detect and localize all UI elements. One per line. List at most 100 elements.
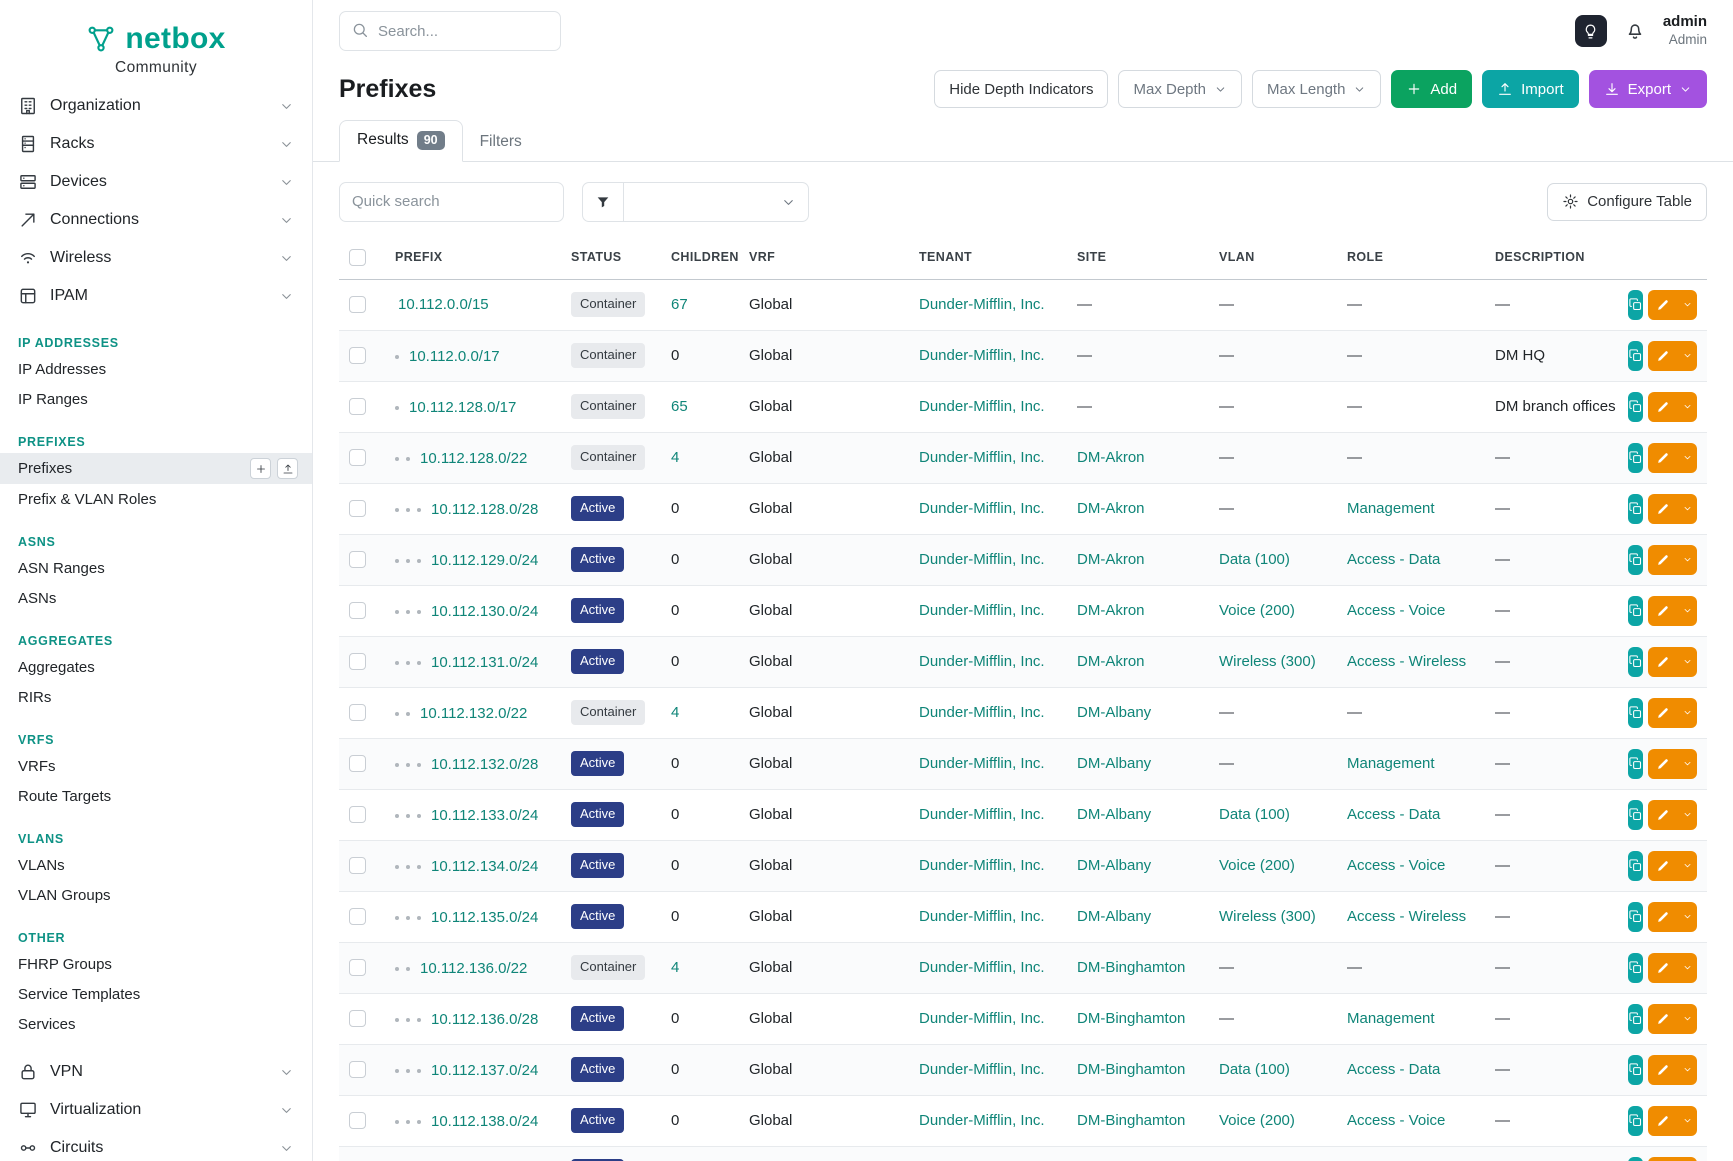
vlan-link[interactable]: Voice (200): [1219, 857, 1295, 874]
tenant-link[interactable]: Dunder-Mifflin, Inc.: [919, 602, 1045, 619]
row-checkbox[interactable]: [349, 500, 366, 517]
sidebar-item-connections[interactable]: Connections: [0, 201, 312, 239]
column-header-role[interactable]: ROLE: [1337, 235, 1485, 280]
edit-dropdown-button[interactable]: [1678, 391, 1697, 422]
edit-button[interactable]: [1648, 697, 1678, 728]
copy-button[interactable]: [1628, 1156, 1643, 1161]
tenant-link[interactable]: Dunder-Mifflin, Inc.: [919, 449, 1045, 466]
row-checkbox[interactable]: [349, 1010, 366, 1027]
tenant-link[interactable]: Dunder-Mifflin, Inc.: [919, 551, 1045, 568]
sidebar-item-services[interactable]: Services: [0, 1009, 312, 1039]
copy-button[interactable]: [1628, 391, 1643, 422]
prefix-link[interactable]: 10.112.137.0/24: [431, 1062, 539, 1080]
prefix-link[interactable]: 10.112.133.0/24: [431, 807, 539, 825]
site-link[interactable]: DM-Binghamton: [1077, 1010, 1186, 1027]
children-count-link[interactable]: 4: [671, 704, 680, 721]
role-link[interactable]: Access - Wireless: [1347, 653, 1467, 670]
children-count-link[interactable]: 4: [671, 959, 680, 976]
row-checkbox[interactable]: [349, 704, 366, 721]
vlan-link[interactable]: Wireless (300): [1219, 653, 1316, 670]
quick-import-button[interactable]: [277, 458, 298, 479]
children-count-link[interactable]: 65: [671, 398, 688, 415]
tenant-link[interactable]: Dunder-Mifflin, Inc.: [919, 500, 1045, 517]
edit-dropdown-button[interactable]: [1678, 442, 1697, 473]
sidebar-item-rirs[interactable]: RIRs: [0, 682, 312, 712]
edit-dropdown-button[interactable]: [1678, 901, 1697, 932]
notifications-button[interactable]: [1624, 20, 1646, 42]
edit-button[interactable]: [1648, 391, 1678, 422]
sidebar-item-devices[interactable]: Devices: [0, 163, 312, 201]
copy-button[interactable]: [1628, 289, 1643, 320]
prefix-link[interactable]: 10.112.128.0/22: [420, 450, 528, 468]
tenant-link[interactable]: Dunder-Mifflin, Inc.: [919, 755, 1045, 772]
sidebar-item-circuits[interactable]: Circuits: [0, 1129, 312, 1161]
copy-button[interactable]: [1628, 850, 1643, 881]
tenant-link[interactable]: Dunder-Mifflin, Inc.: [919, 857, 1045, 874]
edit-button[interactable]: [1648, 646, 1678, 677]
edit-dropdown-button[interactable]: [1678, 493, 1697, 524]
sidebar-item-ip-ranges[interactable]: IP Ranges: [0, 384, 312, 414]
sidebar-item-asns[interactable]: ASNs: [0, 583, 312, 613]
column-header-children[interactable]: CHILDREN: [661, 235, 739, 280]
edit-button[interactable]: [1648, 442, 1678, 473]
export-button[interactable]: Export: [1588, 70, 1707, 108]
copy-button[interactable]: [1628, 1054, 1643, 1085]
tenant-link[interactable]: Dunder-Mifflin, Inc.: [919, 347, 1045, 364]
edit-button[interactable]: [1648, 952, 1678, 983]
max-depth-dropdown[interactable]: Max Depth: [1118, 70, 1243, 108]
role-link[interactable]: Access - Wireless: [1347, 908, 1467, 925]
copy-button[interactable]: [1628, 1003, 1643, 1034]
prefix-link[interactable]: 10.112.0.0/15: [398, 296, 489, 313]
sidebar-item-virtualization[interactable]: Virtualization: [0, 1091, 312, 1129]
role-link[interactable]: Access - Data: [1347, 806, 1441, 823]
sidebar-item-route-targets[interactable]: Route Targets: [0, 781, 312, 811]
edit-dropdown-button[interactable]: [1678, 697, 1697, 728]
role-link[interactable]: Access - Data: [1347, 551, 1441, 568]
copy-button[interactable]: [1628, 1105, 1643, 1136]
tenant-link[interactable]: Dunder-Mifflin, Inc.: [919, 1010, 1045, 1027]
edit-dropdown-button[interactable]: [1678, 952, 1697, 983]
sidebar-item-aggregates[interactable]: Aggregates: [0, 652, 312, 682]
copy-button[interactable]: [1628, 901, 1643, 932]
sidebar-item-racks[interactable]: Racks: [0, 125, 312, 163]
prefix-link[interactable]: 10.112.136.0/28: [431, 1011, 539, 1029]
row-checkbox[interactable]: [349, 755, 366, 772]
global-search-input[interactable]: [339, 11, 561, 51]
sidebar-item-prefixes[interactable]: Prefixes: [0, 453, 312, 484]
site-link[interactable]: DM-Akron: [1077, 602, 1145, 619]
prefix-link[interactable]: 10.112.132.0/22: [420, 705, 528, 723]
select-all-checkbox[interactable]: [349, 248, 366, 266]
column-header-vlan[interactable]: VLAN: [1209, 235, 1337, 280]
edit-button[interactable]: [1648, 544, 1678, 575]
tab-filters[interactable]: Filters: [479, 132, 522, 150]
prefix-link[interactable]: 10.112.128.0/28: [431, 501, 539, 519]
row-checkbox[interactable]: [349, 806, 366, 823]
hide-depth-indicators-button[interactable]: Hide Depth Indicators: [934, 70, 1109, 108]
edit-button[interactable]: [1648, 850, 1678, 881]
brand[interactable]: netbox Community: [0, 12, 312, 87]
edit-button[interactable]: [1648, 901, 1678, 932]
edit-dropdown-button[interactable]: [1678, 340, 1697, 371]
edit-dropdown-button[interactable]: [1678, 646, 1697, 677]
copy-button[interactable]: [1628, 442, 1643, 473]
prefix-link[interactable]: 10.112.138.0/24: [431, 1113, 539, 1131]
edit-button[interactable]: [1648, 1003, 1678, 1034]
site-link[interactable]: DM-Akron: [1077, 500, 1145, 517]
prefix-link[interactable]: 10.112.130.0/24: [431, 603, 539, 621]
edit-dropdown-button[interactable]: [1678, 595, 1697, 626]
row-checkbox[interactable]: [349, 296, 366, 313]
site-link[interactable]: DM-Binghamton: [1077, 1112, 1186, 1129]
sidebar-item-vlans[interactable]: VLANs: [0, 850, 312, 880]
filter-button[interactable]: [582, 181, 624, 222]
vlan-link[interactable]: Voice (200): [1219, 1112, 1295, 1129]
role-link[interactable]: Management: [1347, 1010, 1435, 1027]
edit-dropdown-button[interactable]: [1678, 1003, 1697, 1034]
column-header-description[interactable]: DESCRIPTION: [1485, 235, 1623, 280]
quick-add-button[interactable]: [250, 458, 271, 479]
edit-button[interactable]: [1648, 493, 1678, 524]
edit-dropdown-button[interactable]: [1678, 1054, 1697, 1085]
prefix-link[interactable]: 10.112.129.0/24: [431, 552, 539, 570]
row-checkbox[interactable]: [349, 449, 366, 466]
site-link[interactable]: DM-Binghamton: [1077, 1061, 1186, 1078]
row-checkbox[interactable]: [349, 1061, 366, 1078]
